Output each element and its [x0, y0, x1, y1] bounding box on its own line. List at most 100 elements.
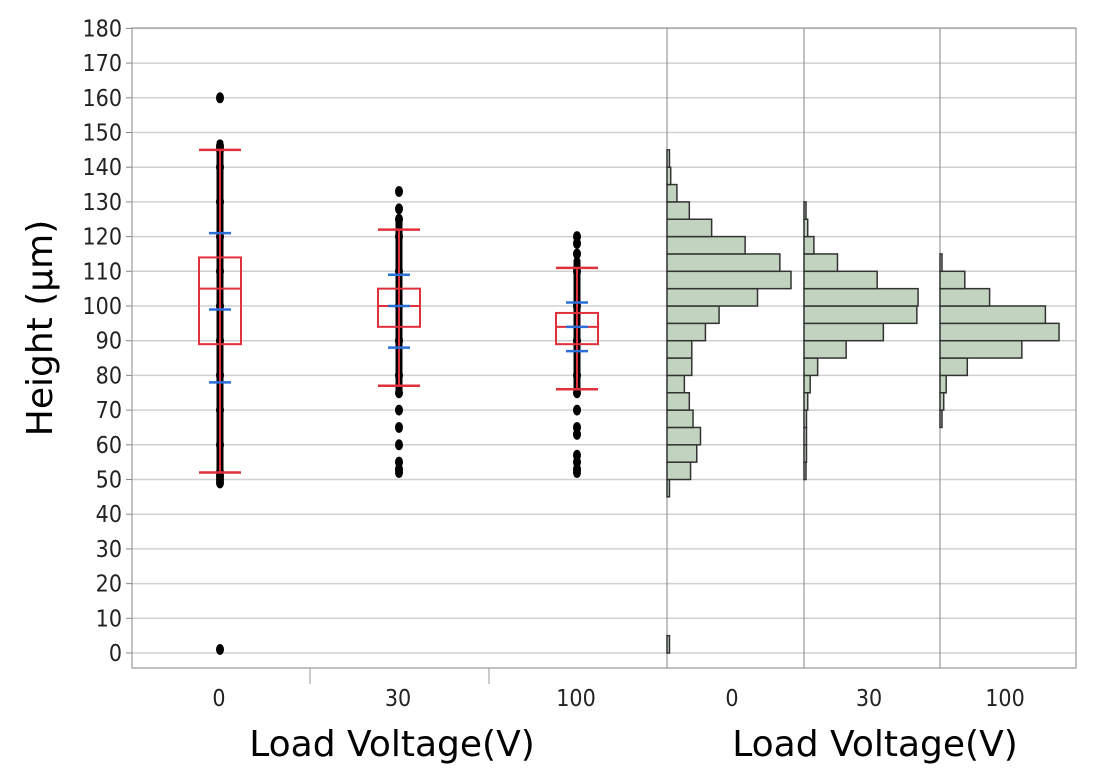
y-tick-label: 140 [83, 155, 123, 181]
histogram-bar [666, 218, 713, 238]
box-100 [555, 231, 599, 479]
histogram-bar [939, 253, 943, 273]
histogram-30 [803, 201, 919, 481]
x-tick-label: 30 [856, 686, 882, 712]
histogram-0 [666, 149, 792, 654]
histogram-bar [939, 339, 1023, 359]
y-tick-label: 150 [83, 121, 123, 147]
histogram-bar [666, 253, 781, 273]
histogram-bar [666, 339, 693, 359]
gridlines [132, 27, 1076, 654]
histogram-bar [803, 392, 809, 411]
y-tick-label: 70 [96, 398, 122, 424]
y-tick-label: 40 [96, 502, 122, 528]
x-tick-label: 0 [725, 686, 738, 712]
histogram-bar [666, 305, 720, 325]
data-point [395, 185, 403, 197]
x-axis-label-box: Load Voltage(V) [249, 724, 535, 765]
histogram-bar [666, 270, 792, 290]
box-30 [377, 185, 421, 479]
x-tick-label: 100 [985, 686, 1025, 712]
histogram-bar [666, 183, 678, 203]
data-point [395, 421, 403, 433]
y-tick-label: 160 [83, 86, 123, 112]
histogram-bar [803, 444, 808, 463]
histogram-panel [666, 149, 1060, 654]
x-tick-label: 100 [556, 686, 596, 712]
histogram-100 [939, 253, 1060, 429]
histogram-bar [803, 461, 807, 481]
data-point [573, 404, 581, 416]
histogram-bar [939, 287, 991, 307]
iqr-box [555, 311, 599, 346]
y-axis: 0 10 20 30 40 50 60 70 80 90 100 110 120 130 140 150 160… [83, 16, 132, 667]
x-axis-label-hist: Load Voltage(V) [732, 724, 1018, 765]
y-tick-label: 80 [96, 363, 122, 389]
y-tick-label: 90 [96, 329, 122, 355]
x-tick-label: 30 [385, 686, 411, 712]
histogram-bar [666, 392, 691, 411]
data-point [395, 439, 403, 451]
data-point [573, 421, 581, 433]
data-point [395, 387, 403, 399]
histogram-bar [666, 374, 686, 394]
histogram-bar [666, 444, 698, 463]
histogram-bar [939, 357, 969, 377]
y-tick-label: 120 [83, 225, 123, 251]
data-point [395, 456, 403, 468]
data-point [395, 213, 403, 225]
histogram-bar [666, 287, 759, 307]
box-plot-panel [198, 92, 599, 656]
histogram-bar [666, 201, 691, 220]
histogram-bar [666, 357, 693, 377]
x-tick-label: 0 [212, 686, 225, 712]
y-tick-label: 10 [96, 606, 122, 632]
histogram-bar [939, 392, 945, 411]
y-tick-label: 50 [96, 468, 122, 494]
data-point [573, 231, 581, 243]
histogram-bar [666, 634, 671, 654]
histogram-bar [803, 322, 885, 342]
histogram-bar [803, 253, 839, 273]
histogram-bar [803, 374, 811, 394]
histogram-bar [803, 270, 878, 290]
histogram-bar [803, 305, 918, 325]
histogram-bar [666, 426, 702, 446]
histogram-bar [666, 461, 692, 481]
y-tick-label: 20 [96, 572, 122, 598]
data-point [216, 92, 224, 104]
y-tick-label: 0 [109, 641, 122, 667]
histogram-bar [803, 218, 809, 238]
box-0 [198, 92, 242, 656]
histogram-bar [666, 166, 672, 186]
histogram-bar [939, 409, 943, 429]
y-tick-label: 180 [83, 16, 123, 42]
histogram-bar [666, 235, 746, 255]
y-tick-label: 60 [96, 433, 122, 459]
histogram-bar [803, 201, 807, 220]
y-tick-label: 130 [83, 190, 123, 216]
histogram-bar [803, 357, 819, 377]
data-point [573, 449, 581, 461]
histogram-bar [666, 322, 707, 342]
histogram-bar [803, 426, 808, 446]
histogram-bar [803, 339, 847, 359]
y-tick-label: 110 [83, 259, 123, 285]
histogram-bar [939, 305, 1047, 325]
x-axis: 0 30 100 0 30 100 [212, 686, 1024, 712]
histogram-bar [803, 235, 815, 255]
histogram-bar [939, 374, 947, 394]
histogram-bar [803, 287, 919, 307]
histogram-bar [939, 270, 966, 290]
y-tick-label: 100 [83, 294, 123, 320]
histogram-bar [666, 149, 671, 168]
data-point [395, 203, 403, 215]
histogram-bar [666, 409, 694, 429]
data-point [395, 404, 403, 416]
y-tick-label: 30 [96, 537, 122, 563]
iqr-box [198, 256, 242, 346]
iqr-box [377, 287, 421, 328]
y-axis-label: Height (μm) [20, 220, 61, 437]
data-point [573, 248, 581, 260]
